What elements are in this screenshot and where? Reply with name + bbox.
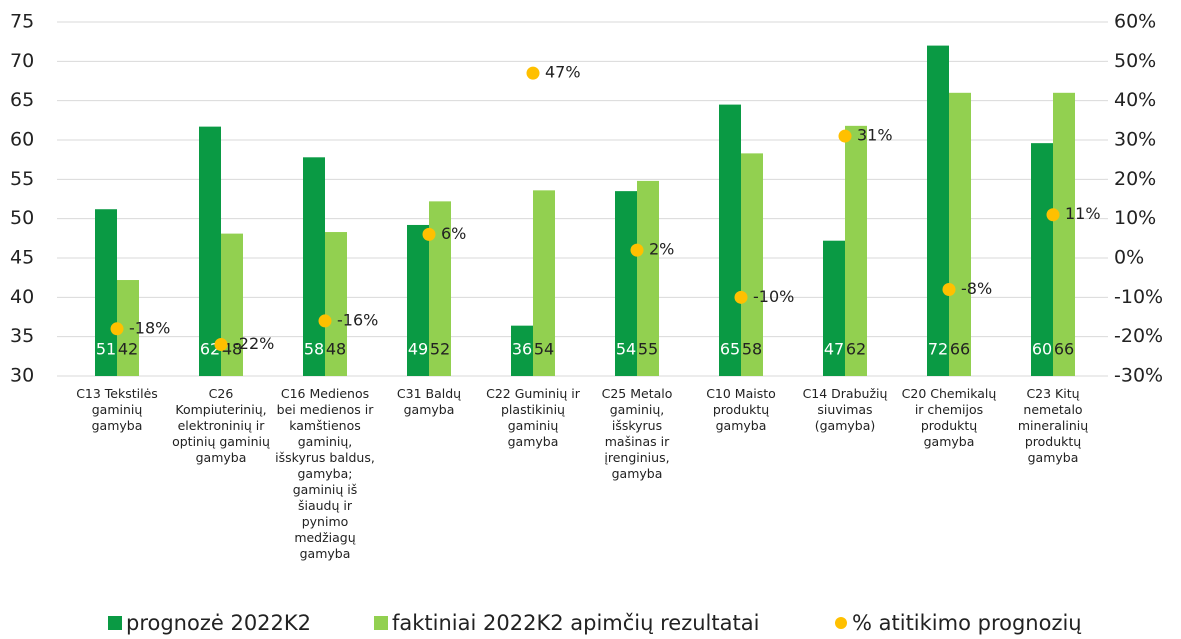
bar (741, 153, 763, 376)
bar (429, 201, 451, 376)
y2-tick-label: -10% (1114, 286, 1163, 308)
legend-swatch (108, 616, 122, 630)
bar-value-label: 51 (96, 340, 116, 359)
bar-value-label: 65 (720, 340, 740, 359)
bar-value-label: 47 (824, 340, 844, 359)
dot-value-label: 31% (857, 126, 893, 145)
y-tick-label: 50 (10, 207, 34, 229)
legend-label: % atitikimo prognozių (852, 611, 1082, 635)
dot-value-label: 11% (1065, 204, 1101, 223)
dot-value-label: 6% (441, 224, 466, 243)
bar (511, 325, 533, 376)
bar-value-label: 58 (304, 340, 324, 359)
dot (214, 338, 228, 352)
bar-value-label: 55 (638, 340, 658, 359)
bar-value-label: 58 (742, 340, 762, 359)
x-tick-label: C16 Medienos bei medienos ir kamštienos … (275, 386, 375, 561)
y-tick-label: 55 (10, 168, 34, 190)
dot (526, 66, 540, 80)
y2-tick-label: 40% (1114, 89, 1156, 111)
legend-swatch (374, 616, 388, 630)
bar (719, 104, 741, 376)
y2-tick-label: -30% (1114, 365, 1163, 387)
legend-swatch (835, 617, 847, 629)
y2-tick-label: 10% (1114, 207, 1156, 229)
y2-tick-label: 20% (1114, 168, 1156, 190)
bar-value-label: 54 (616, 340, 636, 359)
bar-value-label: 48 (326, 340, 346, 359)
bar (823, 240, 845, 376)
y-tick-label: 35 (10, 325, 34, 347)
x-tick-label: C20 Chemikalų ir chemijos produktų gamyb… (901, 386, 997, 449)
bar (1031, 143, 1053, 376)
dot (942, 282, 956, 296)
bar-value-label: 72 (928, 340, 948, 359)
bar-value-label: 42 (118, 340, 138, 359)
y2-tick-label: 30% (1114, 129, 1156, 151)
y-tick-label: 45 (10, 247, 34, 269)
dot-value-label: 47% (545, 63, 581, 82)
x-tick-label: C26 Kompiuterinių, elektroninių ir optin… (172, 386, 270, 465)
bar-value-label: 62 (846, 340, 866, 359)
y-tick-label: 30 (10, 365, 34, 387)
bar (199, 126, 221, 376)
y2-tick-label: -20% (1114, 325, 1163, 347)
dot (110, 322, 124, 336)
legend-label: faktiniai 2022K2 apimčių rezultatai (392, 611, 759, 635)
bar (325, 232, 347, 376)
y-tick-label: 70 (10, 50, 34, 72)
bar (1053, 92, 1075, 377)
bar-value-label: 66 (1054, 340, 1074, 359)
y-tick-label: 65 (10, 89, 34, 111)
dot-value-label: -18% (129, 318, 170, 337)
legend-item: faktiniai 2022K2 apimčių rezultatai (374, 611, 759, 635)
legend-item: prognozė 2022K2 (108, 611, 311, 635)
bar (615, 191, 637, 376)
x-tick-label: C14 Drabužių siuvimas (gamyba) (802, 386, 888, 433)
dot-value-label: -16% (337, 310, 378, 329)
y-tick-label: 40 (10, 286, 34, 308)
y2-tick-label: 50% (1114, 50, 1156, 72)
dot-value-label: -22% (233, 334, 274, 353)
bar (927, 45, 949, 376)
bar (637, 180, 659, 376)
bar (221, 233, 243, 376)
bar-value-label: 52 (430, 340, 450, 359)
x-tick-label: C31 Baldų gamyba (396, 386, 462, 417)
dot-value-label: -8% (961, 279, 992, 298)
dot (838, 129, 852, 143)
bar-value-label: 49 (408, 340, 428, 359)
bar (949, 92, 971, 377)
bar (95, 209, 117, 376)
legend-item: % atitikimo prognozių (835, 611, 1082, 635)
dot (630, 243, 644, 257)
bar (117, 280, 139, 376)
x-tick-label: C10 Maisto produktų gamyba (706, 386, 776, 433)
bar-value-label: 36 (512, 340, 532, 359)
legend-label: prognozė 2022K2 (126, 611, 311, 635)
bar (533, 190, 555, 376)
bar (845, 125, 867, 376)
dot-value-label: -10% (753, 287, 794, 306)
x-tick-label: C22 Guminių ir plastikinių gaminių gamyb… (486, 386, 580, 449)
dot-value-label: 2% (649, 240, 674, 259)
x-tick-label: C23 Kitų nemetalo mineralinių produktų g… (1017, 386, 1089, 465)
dot (1046, 208, 1060, 222)
y2-tick-label: 0% (1114, 247, 1144, 269)
x-tick-label: C25 Metalo gaminių, išskyrus mašinas ir … (601, 386, 673, 481)
dot (422, 227, 436, 241)
dot (318, 314, 332, 328)
y-tick-label: 60 (10, 129, 34, 151)
dot (734, 290, 748, 304)
bar-value-label: 66 (950, 340, 970, 359)
bar-value-label: 54 (534, 340, 554, 359)
y2-tick-label: 60% (1114, 11, 1156, 33)
y-tick-label: 75 (10, 11, 34, 33)
bar (407, 224, 429, 376)
bar-value-label: 60 (1032, 340, 1052, 359)
x-tick-label: C13 Tekstilės gaminių gamyba (76, 386, 158, 433)
